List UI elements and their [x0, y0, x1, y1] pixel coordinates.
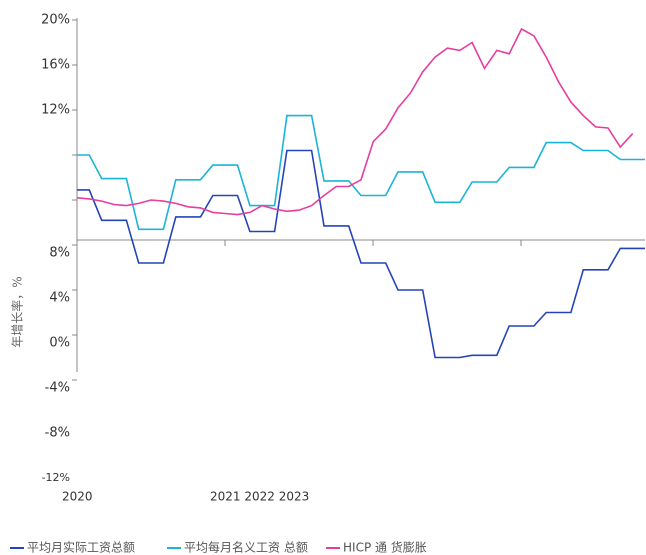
- x-label: 2021 2022 2023: [210, 490, 309, 504]
- x-label: 2020: [62, 490, 93, 504]
- y-tick-label: -4%: [45, 381, 70, 396]
- y-tick-label: 8%: [49, 246, 70, 261]
- legend-label: 平均每月名义工资 总额: [184, 540, 308, 555]
- y-axis-title: 年增长率，%: [10, 276, 25, 347]
- series-line: [77, 114, 645, 231]
- y-tick-label: 16%: [41, 58, 70, 73]
- y-tick-label: 4%: [49, 291, 70, 306]
- legend-label: 平均月实际工资总额: [27, 540, 135, 555]
- y-tick-label: -12%: [42, 471, 70, 484]
- y-tick-label: 20%: [41, 13, 70, 28]
- y-tick-label: 0%: [49, 336, 70, 351]
- y-tick-label: -8%: [45, 426, 70, 441]
- y-tick-label: 12%: [41, 103, 70, 118]
- series-line: [76, 27, 634, 216]
- legend-label: HICP 通 货膨胀: [343, 540, 427, 555]
- series-line: [77, 149, 645, 359]
